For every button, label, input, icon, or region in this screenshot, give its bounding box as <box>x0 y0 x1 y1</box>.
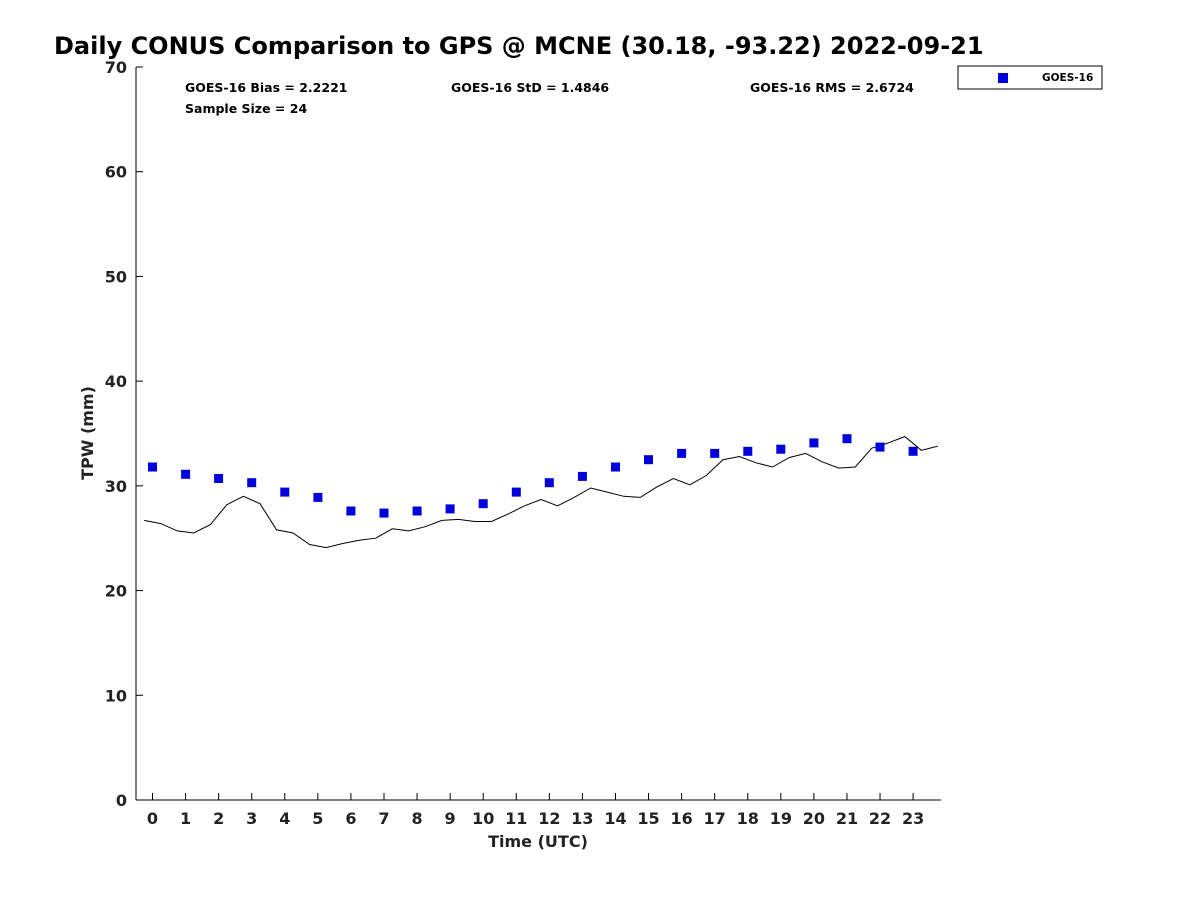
x-tick-label: 17 <box>704 809 726 828</box>
legend-box <box>957 65 1103 90</box>
x-tick-label: 12 <box>538 809 560 828</box>
axes <box>135 67 941 801</box>
goes16-point <box>677 448 687 458</box>
goes16-point <box>611 462 620 472</box>
goes16-point <box>148 462 157 472</box>
goes16-point <box>577 471 587 481</box>
stat-rms: GOES-16 RMS = 2.6724 <box>750 80 914 95</box>
x-tick-label: 22 <box>869 809 891 828</box>
stat-bias: GOES-16 Bias = 2.2221 <box>185 80 347 95</box>
x-tick-label: 4 <box>279 809 290 828</box>
goes16-point <box>776 444 786 454</box>
x-tick-label: 5 <box>312 809 323 828</box>
x-tick-label: 2 <box>213 809 224 828</box>
goes16-point <box>478 499 488 509</box>
x-tick-label: 11 <box>505 809 527 828</box>
goes16-point <box>875 442 885 452</box>
legend-label-goes16: GOES-16 <box>1042 72 1093 84</box>
stat-std: GOES-16 StD = 1.4846 <box>451 80 609 95</box>
stat-sample-size: Sample Size = 24 <box>185 101 307 116</box>
gps-line-layer <box>144 436 939 549</box>
goes16-point <box>908 446 918 456</box>
legend: GOES-16 <box>957 65 1103 90</box>
goes16-point <box>214 474 224 483</box>
goes16-point <box>346 506 356 516</box>
y-ticks: 0 10 20 30 40 50 60 70 <box>105 58 143 810</box>
x-tick-label: 10 <box>472 809 494 828</box>
x-tick-label: 16 <box>670 809 692 828</box>
y-tick-label: 10 <box>105 686 127 705</box>
goes16-points-layer <box>148 434 918 518</box>
goes16-point <box>181 469 191 479</box>
x-tick-label: 3 <box>246 809 257 828</box>
goes16-point <box>842 434 852 444</box>
goes16-point <box>445 504 455 514</box>
y-tick-label: 20 <box>105 582 127 601</box>
chart-title: Daily CONUS Comparison to GPS @ MCNE (30… <box>54 32 984 60</box>
goes16-point <box>280 487 290 497</box>
goes16-point <box>809 438 819 448</box>
x-axis-label: Time (UTC) <box>488 832 588 851</box>
goes16-point <box>644 455 653 465</box>
goes16-point <box>379 508 389 518</box>
y-tick-label: 60 <box>105 163 127 182</box>
gps-tpw-line <box>144 436 939 549</box>
x-tick-label: 0 <box>147 809 158 828</box>
x-tick-label: 6 <box>345 809 356 828</box>
x-tick-label: 14 <box>604 809 626 828</box>
y-tick-label: 40 <box>105 372 127 391</box>
x-tick-label: 13 <box>571 809 593 828</box>
x-tick-label: 8 <box>411 809 422 828</box>
y-tick-label: 30 <box>105 477 127 496</box>
legend-marker-goes16 <box>998 73 1008 83</box>
y-tick-label: 0 <box>116 791 127 810</box>
x-tick-label: 21 <box>836 809 858 828</box>
goes16-point <box>313 492 323 502</box>
y-tick-label: 50 <box>105 267 127 286</box>
x-tick-label: 7 <box>378 809 389 828</box>
goes16-point <box>743 446 753 456</box>
x-tick-label: 15 <box>637 809 659 828</box>
x-tick-label: 19 <box>770 809 792 828</box>
x-tick-label: 9 <box>445 809 456 828</box>
x-tick-label: 1 <box>180 809 191 828</box>
y-axis-label: TPW (mm) <box>78 386 97 480</box>
x-tick-label: 18 <box>737 809 759 828</box>
goes16-point <box>511 487 521 497</box>
x-ticks: 0 1 2 3 4 5 6 7 8 9 10 11 12 13 14 15 16 17 18 19 20 21 22 23 <box>147 793 924 828</box>
goes16-point <box>544 478 554 488</box>
y-tick-label: 70 <box>105 58 127 77</box>
x-tick-label: 23 <box>902 809 924 828</box>
goes16-point <box>412 506 422 516</box>
x-tick-label: 20 <box>803 809 825 828</box>
goes16-point <box>710 448 720 458</box>
goes16-point <box>247 478 257 488</box>
